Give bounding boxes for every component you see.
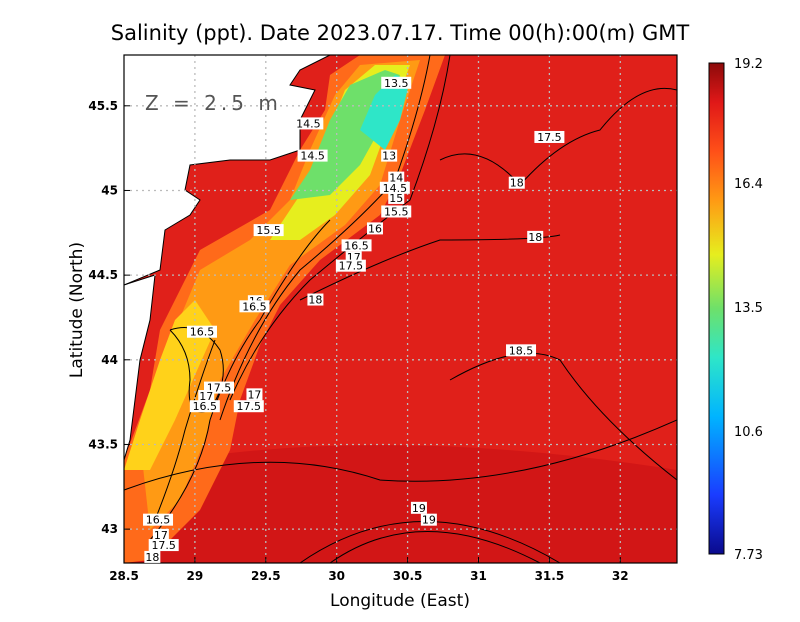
contour-label: 17	[154, 529, 168, 542]
contour-label: 17	[247, 388, 261, 401]
contour-label: 18.5	[509, 344, 534, 357]
contour-label-box	[410, 501, 427, 514]
contour-label-box	[341, 239, 372, 252]
contour-label-box	[381, 149, 398, 162]
contour-label: 17.5	[537, 131, 562, 144]
contour-label-box	[246, 388, 263, 401]
x-tick-label: 30	[328, 569, 345, 583]
x-tick-label: 32	[612, 569, 629, 583]
contour-label-box	[388, 171, 405, 184]
contour-label-box	[239, 300, 270, 313]
y-tick-label: 45.5	[88, 99, 118, 113]
contour-label: 16.5	[193, 400, 218, 413]
chart-title: Salinity (ppt). Date 2023.07.17. Time 00…	[111, 21, 690, 45]
contour-label: 18	[145, 551, 159, 564]
contour-label-box	[534, 130, 565, 143]
contour-label-box	[297, 149, 328, 162]
contour-label-box	[379, 181, 410, 194]
colorbar-tick-label: 7.73	[734, 548, 763, 563]
colorbar-tick-label: 13.5	[734, 301, 763, 316]
contour-label: 14.5	[300, 150, 325, 163]
contour-label-box	[335, 259, 366, 272]
contour-label: 18	[308, 294, 322, 307]
x-axis-label: Longitude (East)	[330, 591, 470, 611]
contour-label-box	[233, 400, 264, 413]
x-tick-label: 28.5	[109, 569, 139, 583]
contour-label-box	[148, 539, 179, 552]
contour-label-box	[388, 191, 405, 204]
contour-label: 18	[510, 177, 524, 190]
contour-label-box	[527, 230, 544, 243]
contour-label: 19	[412, 502, 426, 515]
contour-label-box	[420, 513, 437, 526]
yellow-zone	[124, 300, 215, 470]
contour-label-box	[143, 513, 174, 526]
y-axis-label: Latitude (North)	[67, 242, 87, 378]
contour-label-box	[293, 117, 324, 130]
contour-label: 17.5	[339, 260, 364, 273]
contour-label-box	[186, 325, 217, 338]
contour-label-box	[307, 293, 324, 306]
contour-label: 13.5	[384, 77, 409, 90]
colorbar-tick-labels: 19.2 16.4 13.5 10.6 7.73	[734, 57, 763, 563]
land-mass	[124, 55, 331, 286]
contour-label: 19	[422, 514, 436, 527]
x-axis-ticks: 28.5 29 29.5 30 30.5 31 31.5 32	[109, 557, 629, 583]
x-tick-label: 29.5	[251, 569, 281, 583]
contour-label-box	[189, 400, 220, 413]
plot-frame	[123, 54, 678, 564]
contour-label: 14.5	[296, 117, 321, 130]
contour-label: 16.5	[146, 514, 171, 527]
contour-label-box	[144, 550, 161, 563]
y-tick-label: 44.5	[88, 268, 118, 282]
contour-label: 17	[199, 390, 213, 403]
contour-label: 16.5	[242, 300, 267, 313]
plot-field	[124, 55, 677, 563]
contour-label: 16.5	[190, 326, 215, 339]
land-west-lower	[124, 274, 156, 461]
contour-label: 16.5	[344, 239, 369, 252]
contour-label: 15	[389, 192, 403, 205]
contour-label-box	[198, 390, 215, 403]
y-tick-label: 43	[101, 522, 118, 536]
contour-label: 13	[382, 150, 396, 163]
contour-label-box	[508, 176, 525, 189]
contour-label-box	[381, 76, 412, 89]
contour-label: 15.5	[256, 224, 281, 237]
contour-label: 16	[368, 222, 382, 235]
y-tick-label: 44	[101, 353, 118, 367]
contour-label-box	[506, 344, 537, 357]
dark-south-core	[200, 485, 640, 563]
y-tick-label: 43.5	[88, 437, 118, 451]
contour-label-layer: 13.514.514.5 131414.51515.51615.516.51717…	[143, 76, 565, 564]
contour-label-box	[366, 222, 383, 235]
contour-label-box	[381, 205, 412, 218]
colorbar-tick-label: 16.4	[734, 177, 763, 192]
contour-label: 14.5	[383, 182, 408, 195]
contour-label: 17.5	[151, 539, 176, 552]
y-tick-label: 45	[101, 183, 118, 197]
contour-label: 18	[528, 231, 542, 244]
cyan-plume	[360, 75, 410, 150]
colorbar-tick-label: 10.6	[734, 425, 763, 440]
contour-label: 14	[389, 172, 403, 185]
x-tick-label: 31.5	[535, 569, 565, 583]
y-axis-ticks: 43 43.5 44 44.5 45 45.5	[88, 99, 130, 536]
contour-label: 17.5	[237, 400, 262, 413]
contour-label: 15.5	[384, 205, 409, 218]
colorbar-tick-label: 19.2	[734, 57, 763, 72]
contour-label-box	[253, 224, 284, 237]
depth-label: Z = 2.5 m	[145, 91, 282, 115]
x-tick-label: 31	[470, 569, 487, 583]
colorbar	[708, 62, 725, 555]
x-tick-label: 29	[187, 569, 204, 583]
contour-label-box	[152, 528, 169, 541]
x-tick-label: 30.5	[393, 569, 423, 583]
